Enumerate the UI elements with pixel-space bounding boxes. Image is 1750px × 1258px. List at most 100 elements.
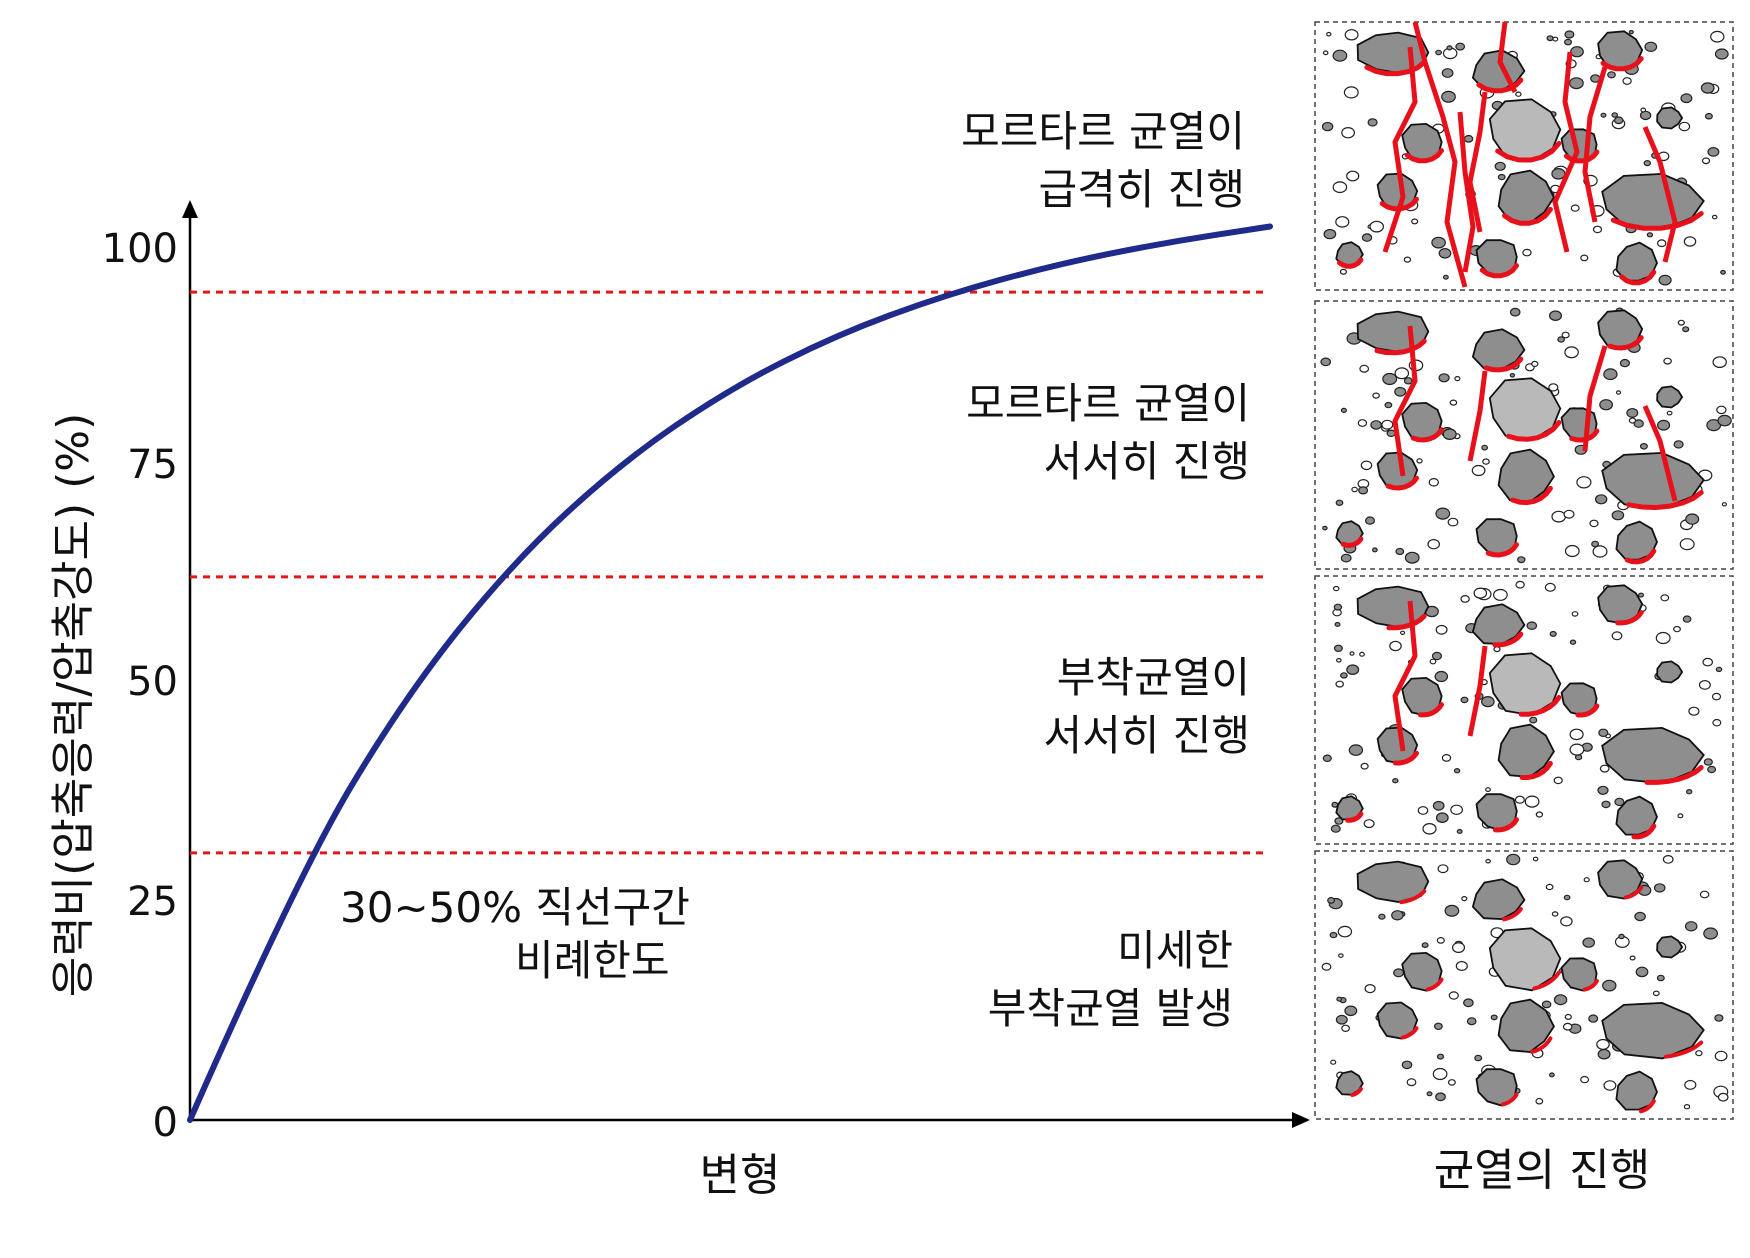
- gravel-particle: [1515, 91, 1522, 97]
- gravel-particle: [1582, 937, 1595, 948]
- gravel-particle: [1432, 800, 1445, 811]
- gravel-particle: [1703, 927, 1719, 940]
- gravel-particle: [1535, 1097, 1544, 1105]
- gravel-particle: [1490, 1014, 1498, 1021]
- gravel-particle: [1335, 1014, 1348, 1025]
- gravel-particle: [1369, 220, 1384, 233]
- gravel-particle: [1569, 639, 1577, 645]
- bond-crack: [1476, 77, 1524, 94]
- gravel-particle: [1551, 510, 1566, 523]
- gravel-particle: [1599, 764, 1610, 773]
- gravel-particle: [1714, 48, 1729, 60]
- stage3-line1: 모르타르 균열이: [966, 379, 1250, 428]
- stage-labels: 모르타르 균열이 급격히 진행 모르타르 균열이 서서히 진행 부착균열이 서서…: [961, 107, 1250, 1033]
- gravel-particle: [1517, 556, 1526, 564]
- gravel-particle: [1679, 538, 1695, 551]
- gravel-particle: [1332, 585, 1340, 592]
- gravel-particle: [1395, 547, 1405, 556]
- gravel-particle: [1698, 679, 1711, 690]
- gravel-particle: [1569, 743, 1585, 756]
- gravel-particle: [1344, 1005, 1358, 1017]
- gravel-particle: [1564, 346, 1579, 359]
- gravel-particle: [1357, 419, 1368, 427]
- bond-crack: [1600, 56, 1644, 72]
- gravel-particle: [1583, 877, 1590, 883]
- gravel-particle: [1562, 1022, 1573, 1031]
- bond-crack: [1374, 338, 1427, 356]
- gravel-particle: [1712, 356, 1727, 368]
- bond-crack: [1495, 141, 1562, 163]
- threshold-lines: [190, 290, 1265, 855]
- gravel-particle: [1720, 269, 1726, 275]
- gravel-particle: [1360, 762, 1369, 770]
- gravel-particle: [1639, 443, 1648, 450]
- bond-crack: [1615, 610, 1644, 626]
- linear-range-note: 30~50% 직선구간: [340, 883, 690, 932]
- bond-crack: [1364, 59, 1427, 77]
- bond-crack: [1350, 1086, 1363, 1097]
- gravel-particle: [1335, 680, 1345, 688]
- bond-crack: [1417, 702, 1444, 718]
- gravel-particle: [1422, 823, 1437, 835]
- gravel-particle: [1564, 30, 1575, 39]
- gravel-particle: [1622, 77, 1632, 85]
- aggregate-rock: [1497, 998, 1555, 1053]
- gravel-particle: [1460, 595, 1470, 603]
- gravel-particle: [1343, 86, 1359, 99]
- stage4-line2: 급격히 진행: [1038, 165, 1245, 214]
- gravel-particle: [1611, 510, 1625, 521]
- gravel-particle: [1702, 657, 1713, 667]
- gravel-particle: [1711, 214, 1718, 220]
- gravel-particle: [1526, 621, 1538, 631]
- y-tick-0: 0: [153, 1100, 178, 1146]
- gravel-particle: [1442, 274, 1449, 280]
- mortar-crack: [1467, 370, 1488, 462]
- gravel-particle: [1714, 1014, 1724, 1022]
- aggregate-rock: [1497, 169, 1555, 224]
- crack-panel-stage-4: [1314, 21, 1734, 291]
- mortar-crack: [1467, 91, 1488, 233]
- gravel-particle: [1568, 77, 1584, 90]
- gravel-particle: [1595, 494, 1608, 505]
- crack-panel-stage-1: [1314, 850, 1734, 1120]
- gravel-particle: [1553, 994, 1568, 1006]
- gravel-particle: [1451, 942, 1466, 953]
- gravel-particle: [1378, 913, 1386, 920]
- gravel-particle: [1561, 331, 1570, 339]
- gravel-particle: [1663, 357, 1672, 365]
- gravel-particle: [1335, 216, 1350, 228]
- bond-crack: [1337, 257, 1364, 269]
- gravel-particle: [1580, 254, 1589, 262]
- gravel-particle: [1570, 46, 1584, 58]
- gravel-particle: [1614, 797, 1625, 807]
- gravel-particle: [1716, 405, 1727, 415]
- gravel-particle: [1571, 611, 1579, 617]
- gravel-particle: [1529, 716, 1538, 724]
- bond-crack: [1502, 907, 1523, 922]
- gravel-particle: [1721, 502, 1727, 507]
- gravel-particle: [1551, 168, 1566, 180]
- bond-crack: [1519, 760, 1553, 780]
- gravel-particle: [1427, 538, 1440, 550]
- gravel-particle: [1332, 181, 1348, 194]
- stage1-line1: 미세한: [1117, 926, 1233, 975]
- gravel-particle: [1655, 631, 1671, 645]
- gravel-particle: [1597, 1048, 1611, 1060]
- gravel-particle: [1695, 1050, 1703, 1057]
- gravel-particle: [1341, 126, 1355, 139]
- aggregate-rock: [1656, 385, 1684, 409]
- gravel-particle: [1629, 955, 1636, 961]
- gravel-particle: [1662, 854, 1674, 864]
- gravel-particle: [1494, 161, 1506, 171]
- mortar-crack: [1392, 600, 1418, 752]
- gravel-particle: [1416, 458, 1423, 464]
- bond-crack: [1532, 970, 1561, 991]
- gravel-particle: [1435, 1092, 1446, 1102]
- panels-caption: 균열의 진행: [1434, 1145, 1650, 1196]
- gravel-particle: [1699, 890, 1710, 899]
- gravel-particle: [1563, 509, 1575, 519]
- gravel-particle: [1441, 90, 1456, 103]
- gravel-particle: [1326, 31, 1332, 37]
- gravel-particle: [1710, 30, 1725, 43]
- stage2-line1: 부착균열이: [1057, 653, 1250, 702]
